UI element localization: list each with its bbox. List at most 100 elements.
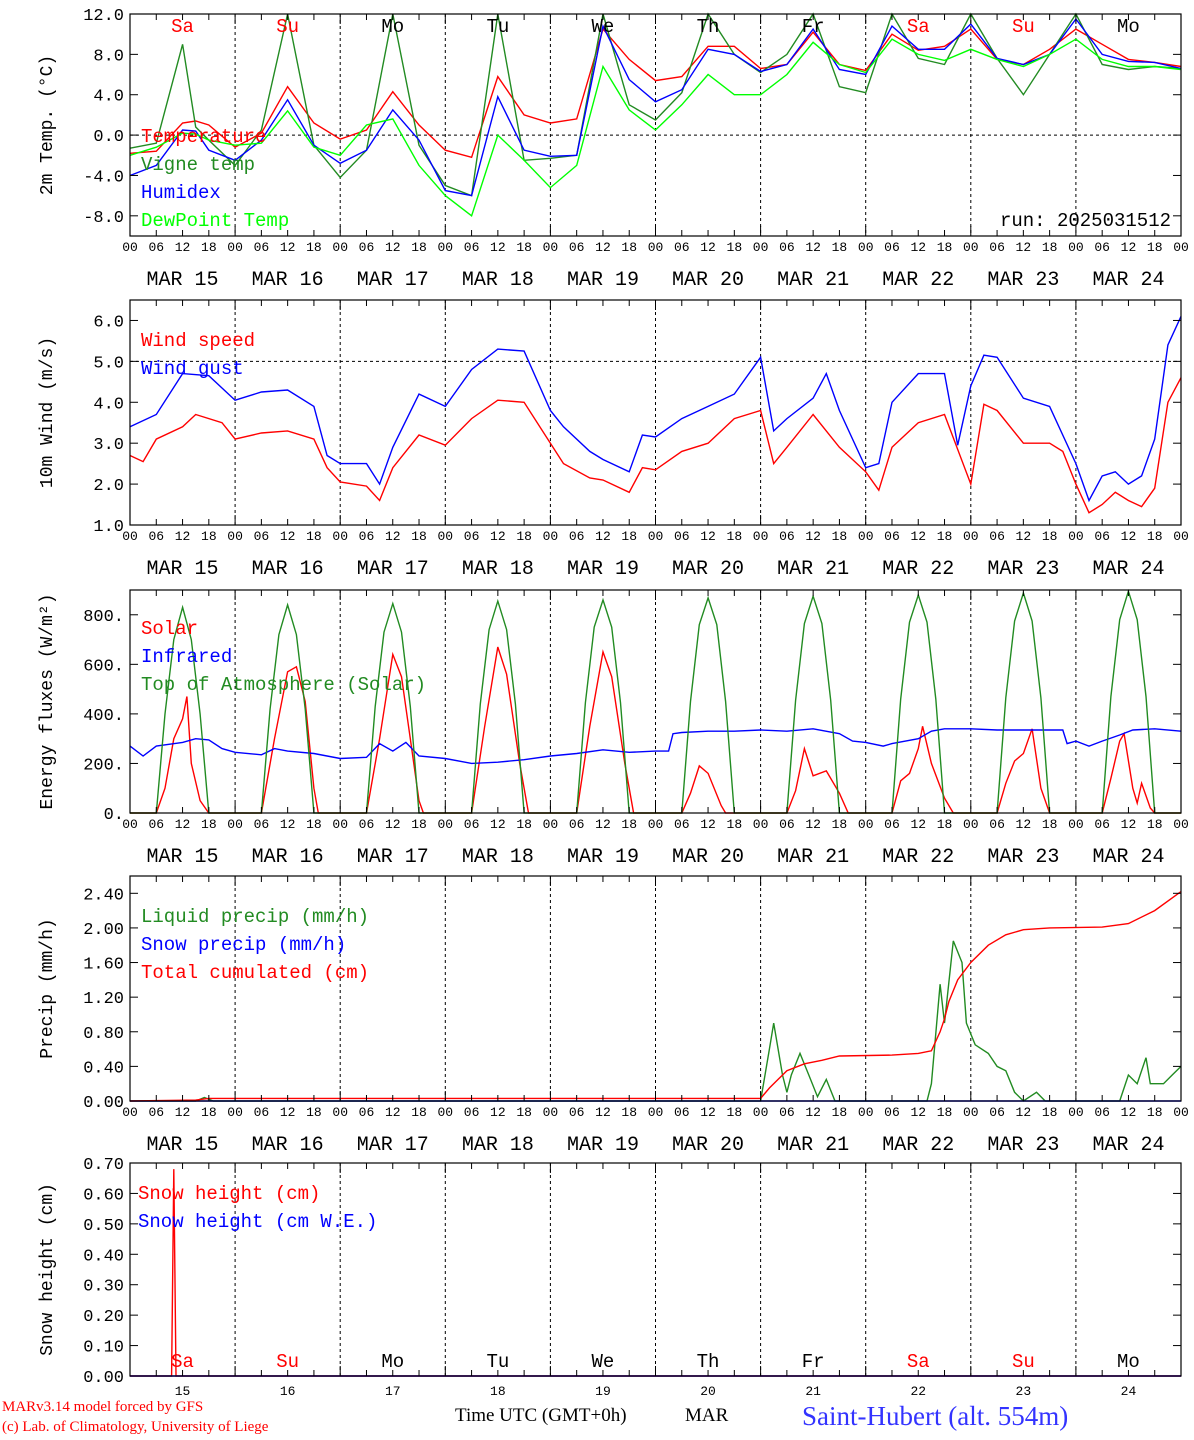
hour-tick-label: 00 [963, 240, 979, 255]
hour-tick-label: 18 [727, 817, 743, 832]
hour-tick-label: 00 [648, 1105, 664, 1120]
day-number-label: 18 [490, 1384, 506, 1399]
hour-tick-label: 00 [543, 529, 559, 544]
day-label: MAR 23 [987, 846, 1059, 869]
hour-tick-label: 00 [227, 529, 243, 544]
hour-tick-label: 12 [805, 817, 821, 832]
hour-tick-label: 00 [332, 817, 348, 832]
series-line-wind-gust [129, 316, 1182, 503]
day-number-label: 24 [1121, 1384, 1137, 1399]
weekday-label: Su [276, 16, 299, 38]
weekday-label: Mo [381, 1351, 404, 1373]
weekday-label: Sa [171, 1351, 194, 1373]
day-label: MAR 19 [567, 558, 639, 581]
hour-tick-label: 18 [516, 529, 532, 544]
day-number-label: 16 [280, 1384, 296, 1399]
hour-tick-label: 18 [201, 240, 217, 255]
hour-tick-label: 18 [516, 1105, 532, 1120]
legend-entry: Wind speed [141, 330, 255, 352]
hour-tick-label: 18 [727, 1105, 743, 1120]
day-label: MAR 20 [672, 558, 744, 581]
legend-entry: Humidex [141, 182, 221, 204]
series-line-liquid-precip-mm-h- [130, 940, 1182, 1102]
hour-tick-label: 12 [1016, 240, 1032, 255]
y-tick-label: 0.80 [83, 1025, 124, 1044]
day-label: MAR 17 [357, 269, 429, 292]
day-label: MAR 17 [357, 846, 429, 869]
hour-tick-label: 12 [490, 529, 506, 544]
weekday-label: Th [697, 1351, 720, 1373]
day-label: MAR 22 [882, 1134, 954, 1157]
hour-tick-label: 06 [989, 240, 1005, 255]
hour-tick-label: 12 [175, 817, 191, 832]
y-tick-label: 0.30 [83, 1278, 124, 1297]
hour-tick-label: 06 [884, 817, 900, 832]
hour-tick-label: 00 [753, 240, 769, 255]
hour-tick-label: 18 [1042, 529, 1058, 544]
legend-entry: Snow height (cm) [138, 1183, 320, 1205]
day-number-label: 23 [1016, 1384, 1032, 1399]
hour-tick-label: 00 [122, 1105, 138, 1120]
day-label: MAR 23 [987, 558, 1059, 581]
hour-tick-label: 00 [753, 1105, 769, 1120]
hour-tick-label: 06 [359, 240, 375, 255]
hour-tick-label: 18 [516, 817, 532, 832]
weekday-label: Th [697, 16, 720, 38]
day-label: MAR 19 [567, 1134, 639, 1157]
hour-tick-label: 06 [359, 529, 375, 544]
y-tick-label: 3.0 [93, 436, 124, 455]
y-tick-label: 1.0 [93, 518, 124, 537]
series-line-dewpoint-temp [129, 38, 1182, 217]
hour-tick-label: 18 [516, 240, 532, 255]
hour-tick-label: 06 [779, 817, 795, 832]
panel-3 [129, 588, 1182, 814]
hour-tick-label: 12 [805, 1105, 821, 1120]
y-tick-label: 0.20 [83, 1308, 124, 1327]
weekday-label: We [592, 16, 615, 38]
series-line-total-cumulated-cm- [129, 891, 1182, 1102]
legend-entry: Snow height (cm W.E.) [138, 1211, 377, 1233]
hour-tick-label: 06 [884, 529, 900, 544]
x-axis-month: MAR [685, 1405, 729, 1426]
hour-tick-label: 12 [700, 817, 716, 832]
hour-tick-label: 18 [411, 1105, 427, 1120]
hour-tick-label: 18 [306, 240, 322, 255]
hour-tick-label: 06 [1094, 240, 1110, 255]
legend-entry: Wind gust [141, 358, 244, 380]
hour-tick-label: 18 [937, 1105, 953, 1120]
hour-tick-label: 12 [910, 817, 926, 832]
hour-tick-label: 00 [543, 240, 559, 255]
y-tick-label: 0.50 [83, 1217, 124, 1236]
hour-tick-label: 12 [385, 240, 401, 255]
day-label: MAR 15 [147, 1134, 219, 1157]
hour-tick-label: 18 [832, 1105, 848, 1120]
day-label: MAR 22 [882, 269, 954, 292]
hour-tick-label: 12 [280, 529, 296, 544]
weekday-label: Mo [1117, 1351, 1140, 1373]
panel-1 [129, 12, 1182, 237]
hour-tick-label: 06 [148, 240, 164, 255]
hour-tick-label: 18 [201, 529, 217, 544]
y-tick-label: 0. [104, 806, 124, 825]
hour-tick-label: 00 [648, 529, 664, 544]
hour-tick-label: 00 [1173, 529, 1189, 544]
y-tick-label: 0.0 [93, 128, 124, 147]
day-label: MAR 22 [882, 846, 954, 869]
hour-tick-label: 18 [411, 817, 427, 832]
hour-tick-label: 06 [148, 1105, 164, 1120]
y-tick-label: 0.40 [83, 1247, 124, 1266]
hour-tick-label: 00 [963, 817, 979, 832]
hour-tick-label: 18 [621, 817, 637, 832]
weekday-label: We [592, 1351, 615, 1373]
y-tick-label: 400. [83, 707, 124, 726]
hour-tick-label: 12 [1121, 240, 1137, 255]
hour-tick-label: 12 [910, 240, 926, 255]
hour-tick-label: 18 [411, 240, 427, 255]
y-tick-label: 200. [83, 756, 124, 775]
weekday-label: Su [276, 1351, 299, 1373]
hour-tick-label: 00 [122, 529, 138, 544]
hour-tick-label: 18 [937, 817, 953, 832]
day-number-label: 19 [595, 1384, 611, 1399]
hour-tick-label: 06 [989, 529, 1005, 544]
y-tick-label: 5.0 [93, 354, 124, 373]
